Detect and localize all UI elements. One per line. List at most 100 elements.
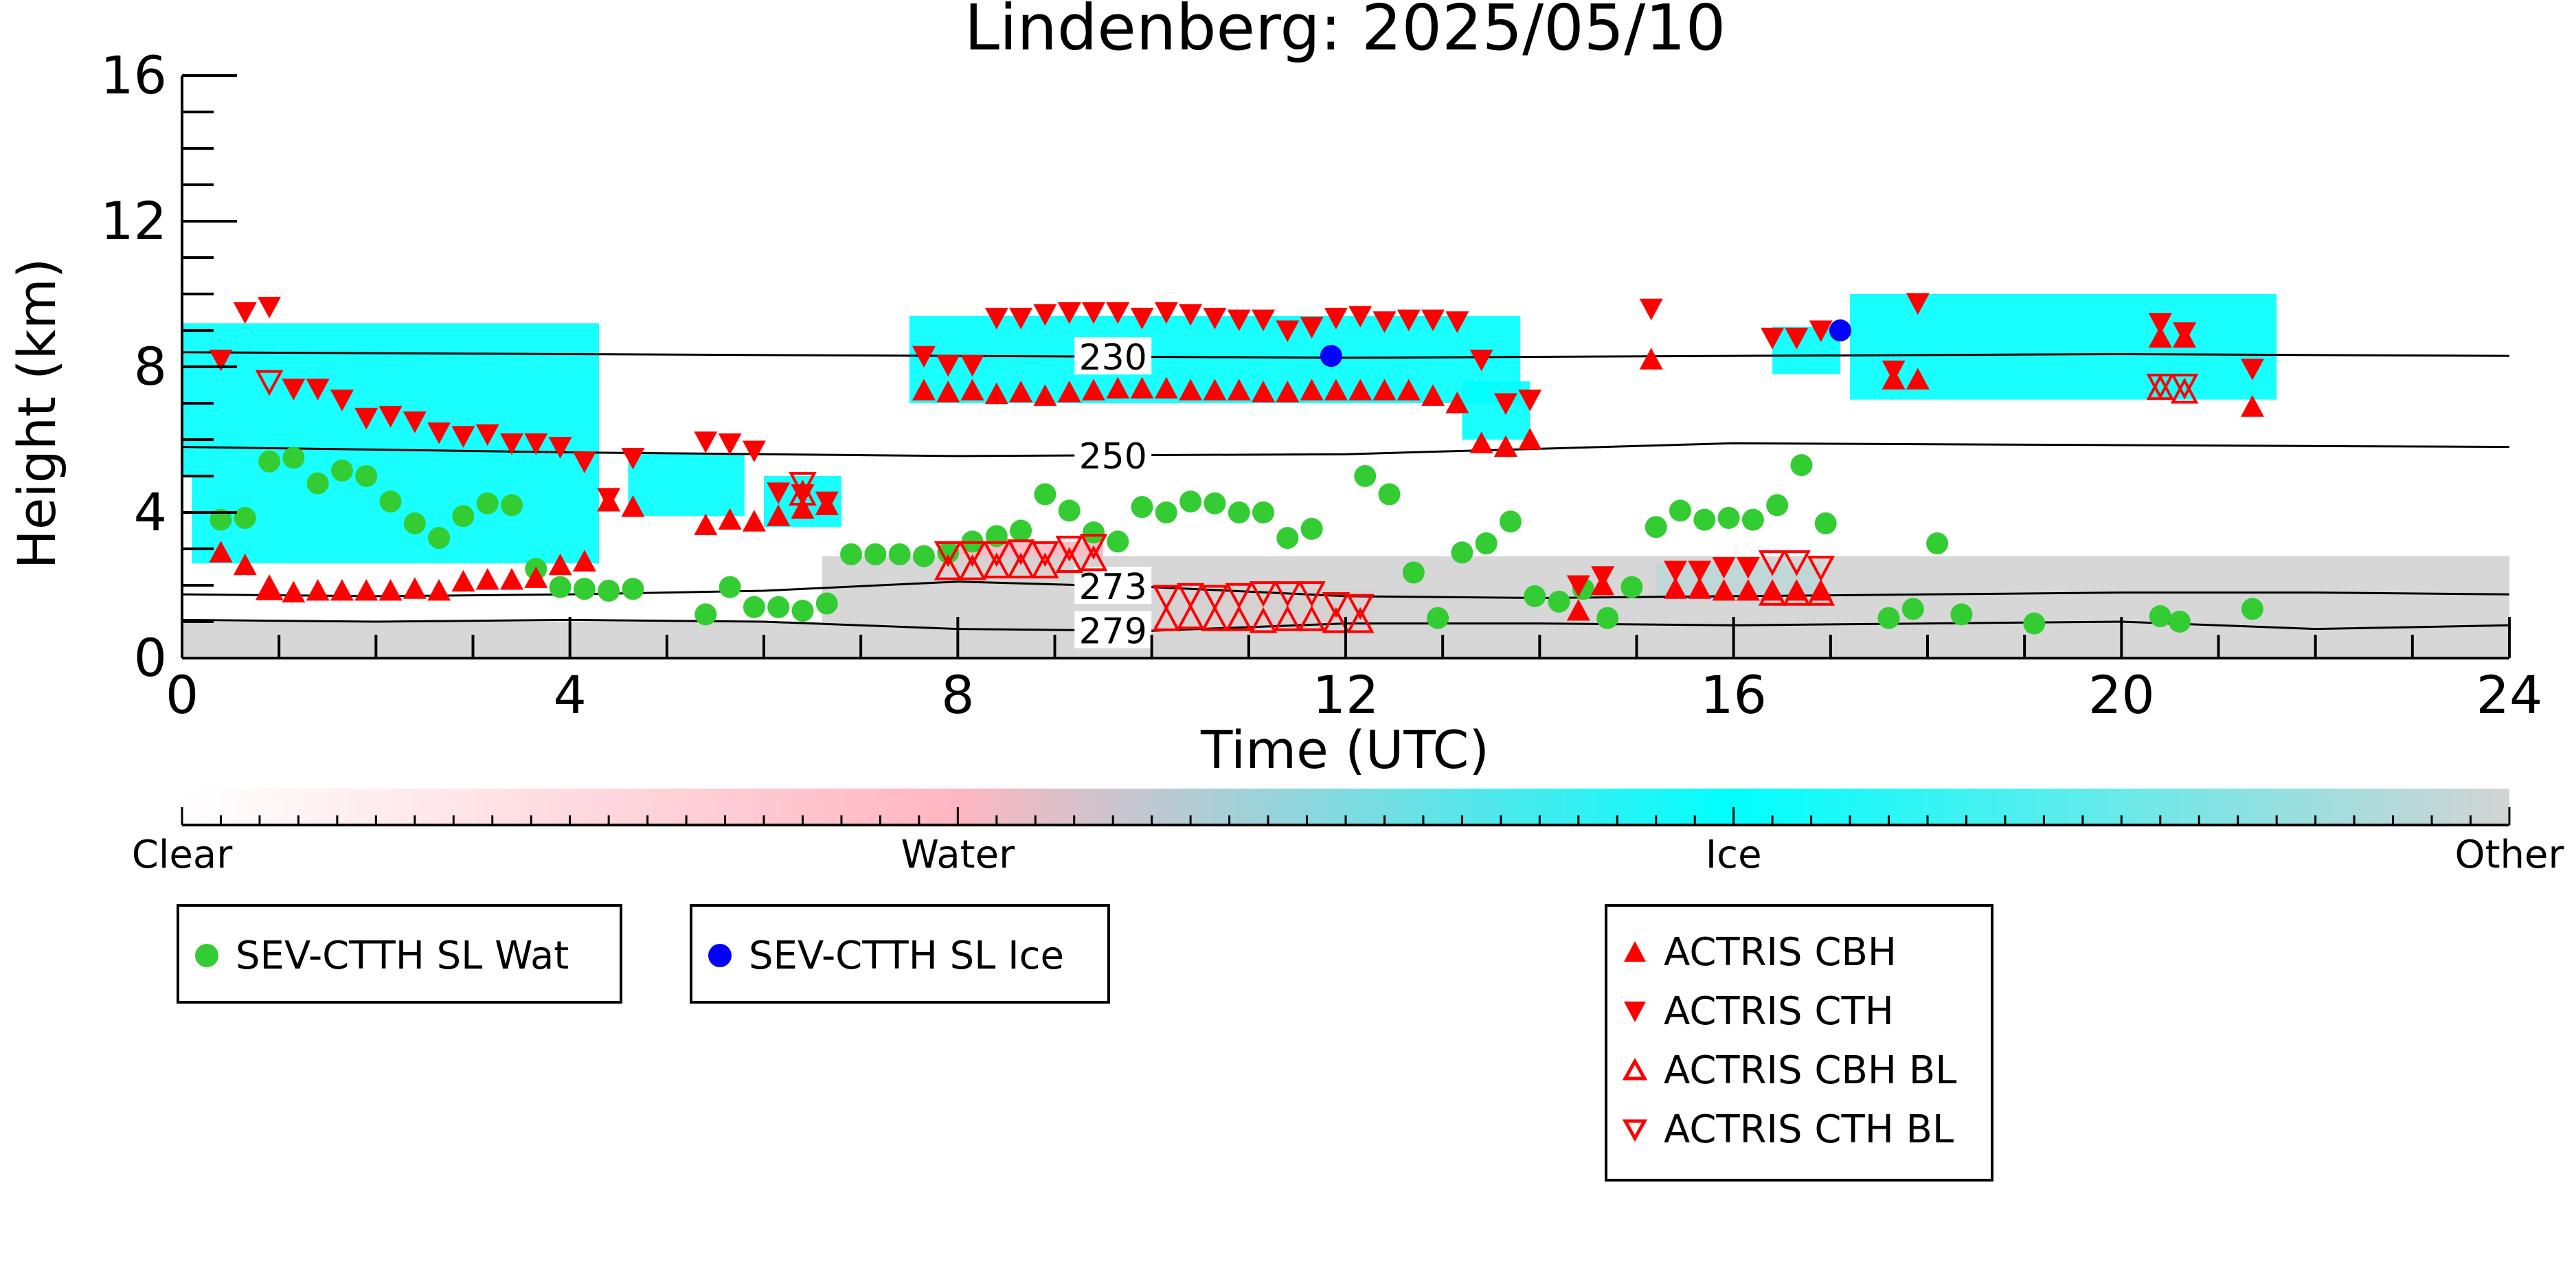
marker-actris-cth-bl bbox=[1758, 550, 1787, 576]
legend-item-cbh: ACTRIS CBH bbox=[1607, 923, 1991, 982]
marker-actris-cth bbox=[1372, 311, 1397, 333]
marker-sev-ctth-sl-wat bbox=[1082, 521, 1105, 544]
marker-actris-cbh bbox=[1639, 348, 1663, 370]
cloud-region-ice bbox=[192, 476, 600, 564]
marker-sev-ctth-sl-wat bbox=[1228, 501, 1250, 523]
marker-actris-cth bbox=[1906, 293, 1930, 315]
triangle-up-icon bbox=[1624, 941, 1646, 962]
marker-actris-cth bbox=[936, 354, 960, 377]
marker-actris-cbh bbox=[1663, 577, 1687, 599]
marker-actris-cbh-bl bbox=[1322, 607, 1351, 633]
isotherm-label: 250 bbox=[1079, 436, 1147, 477]
marker-sev-ctth-sl-wat bbox=[476, 492, 499, 515]
isotherm-label: 230 bbox=[1079, 337, 1147, 379]
marker-actris-cth bbox=[1688, 561, 1712, 583]
legend-label-cth: ACTRIS CTH bbox=[1664, 988, 1894, 1034]
marker-actris-cth bbox=[1663, 561, 1687, 583]
x-tick-label: 8 bbox=[941, 664, 974, 725]
marker-actris-cth bbox=[960, 354, 984, 377]
marker-sev-ctth-sl-wat bbox=[500, 494, 523, 517]
marker-sev-ctth-sl-wat bbox=[1524, 585, 1546, 607]
marker-actris-cth-bl bbox=[1249, 581, 1278, 607]
marker-actris-cth bbox=[1348, 306, 1372, 328]
marker-sev-ctth-sl-wat bbox=[573, 578, 596, 600]
marker-sev-ctth-sl-wat bbox=[1451, 541, 1473, 564]
marker-sev-ctth-sl-wat bbox=[1204, 492, 1226, 515]
marker-actris-cth bbox=[1300, 317, 1324, 339]
marker-sev-ctth-sl-wat bbox=[1669, 499, 1692, 522]
marker-actris-cth bbox=[524, 433, 548, 455]
marker-actris-cbh bbox=[403, 577, 427, 599]
marker-sev-ctth-sl-wat bbox=[1034, 483, 1057, 506]
marker-actris-cth bbox=[1809, 320, 1833, 342]
marker-actris-cbh bbox=[475, 568, 499, 590]
marker-actris-cbh bbox=[960, 379, 984, 400]
marker-actris-cth bbox=[1785, 328, 1809, 350]
marker-actris-cbh-bl bbox=[1031, 552, 1059, 578]
marker-actris-cth-bl bbox=[1225, 583, 1254, 609]
marker-actris-cth bbox=[1009, 308, 1033, 330]
legend-item-cth-bl: ACTRIS CTH BL bbox=[1607, 1100, 1991, 1159]
marker-actris-cbh bbox=[1566, 599, 1590, 621]
marker-actris-cbh-bl bbox=[1006, 552, 1035, 578]
marker-actris-cbh bbox=[1130, 376, 1154, 399]
marker-actris-cth-bl bbox=[1031, 541, 1059, 567]
isotherm-label-bg bbox=[1074, 567, 1152, 605]
marker-actris-cbh bbox=[572, 550, 596, 572]
marker-actris-cbh-bl bbox=[1225, 605, 1254, 631]
legend-label-sev-wat: SEV-CTTH SL Wat bbox=[236, 933, 569, 978]
marker-actris-cbh bbox=[1712, 578, 1736, 601]
marker-actris-cth bbox=[451, 426, 475, 448]
marker-actris-cbh-bl bbox=[789, 479, 817, 506]
legend-item-sev-ice: SEV-CTTH SL Ice bbox=[692, 926, 1107, 985]
marker-actris-cth bbox=[1566, 575, 1590, 597]
marker-actris-cth bbox=[1445, 311, 1469, 333]
marker-actris-cth-bl bbox=[2146, 374, 2175, 400]
cloud-region-ice bbox=[1772, 326, 1840, 374]
marker-sev-ctth-sl-wat bbox=[840, 543, 863, 565]
marker-actris-cth bbox=[718, 433, 742, 455]
marker-actris-cbh bbox=[330, 578, 354, 601]
marker-actris-cbh bbox=[621, 495, 645, 517]
marker-actris-cbh bbox=[767, 504, 791, 526]
marker-sev-ctth-sl-wat bbox=[355, 465, 378, 487]
y-tick-label: 8 bbox=[134, 336, 167, 397]
marker-sev-ctth-sl-wat bbox=[403, 512, 426, 534]
marker-sev-ctth-sl-wat bbox=[622, 578, 644, 600]
marker-actris-cth bbox=[1130, 308, 1154, 330]
marker-actris-cth-bl bbox=[1176, 583, 1205, 609]
marker-actris-cbh bbox=[694, 513, 718, 535]
marker-actris-cth bbox=[912, 346, 936, 368]
marker-actris-cth bbox=[330, 389, 354, 411]
marker-sev-ctth-sl-wat bbox=[1693, 508, 1716, 531]
marker-actris-cbh-bl bbox=[1758, 580, 1787, 606]
marker-actris-cbh bbox=[1397, 379, 1421, 400]
marker-actris-cbh-bl bbox=[1807, 580, 1835, 606]
marker-sev-ctth-sl-wat bbox=[1596, 607, 1619, 629]
marker-actris-cbh bbox=[1276, 381, 1300, 403]
triangle-up-open-icon bbox=[1622, 1057, 1648, 1081]
colorbar-label: Clear bbox=[132, 833, 233, 877]
marker-actris-cbh bbox=[233, 553, 257, 576]
marker-actris-cbh bbox=[1057, 381, 1081, 403]
marker-actris-cbh bbox=[1421, 384, 1445, 406]
marker-sev-ctth-sl-wat bbox=[549, 576, 572, 598]
marker-actris-cth bbox=[1227, 309, 1251, 332]
marker-actris-cth bbox=[1591, 566, 1615, 588]
marker-sev-ctth-sl-wat bbox=[1252, 501, 1275, 523]
isotherm-line bbox=[181, 351, 2510, 359]
marker-actris-cbh-bl bbox=[1176, 603, 1205, 630]
marker-actris-cbh bbox=[258, 577, 282, 599]
marker-actris-cth bbox=[1639, 298, 1663, 321]
marker-actris-cbh bbox=[209, 541, 233, 563]
marker-actris-cth bbox=[403, 411, 427, 433]
marker-sev-ctth-sl-wat bbox=[864, 543, 887, 565]
marker-sev-ctth-sl-wat bbox=[719, 576, 741, 598]
marker-actris-cth bbox=[1276, 320, 1300, 342]
chart-title: Lindenberg: 2025/05/10 bbox=[964, 0, 1726, 65]
marker-sev-ctth-sl-wat bbox=[1179, 490, 1202, 513]
marker-actris-cbh-bl bbox=[2170, 377, 2199, 404]
cloud-region-ice bbox=[1462, 381, 1530, 440]
marker-actris-cth bbox=[1057, 302, 1081, 324]
marker-sev-ctth-sl-wat bbox=[1620, 576, 1643, 598]
